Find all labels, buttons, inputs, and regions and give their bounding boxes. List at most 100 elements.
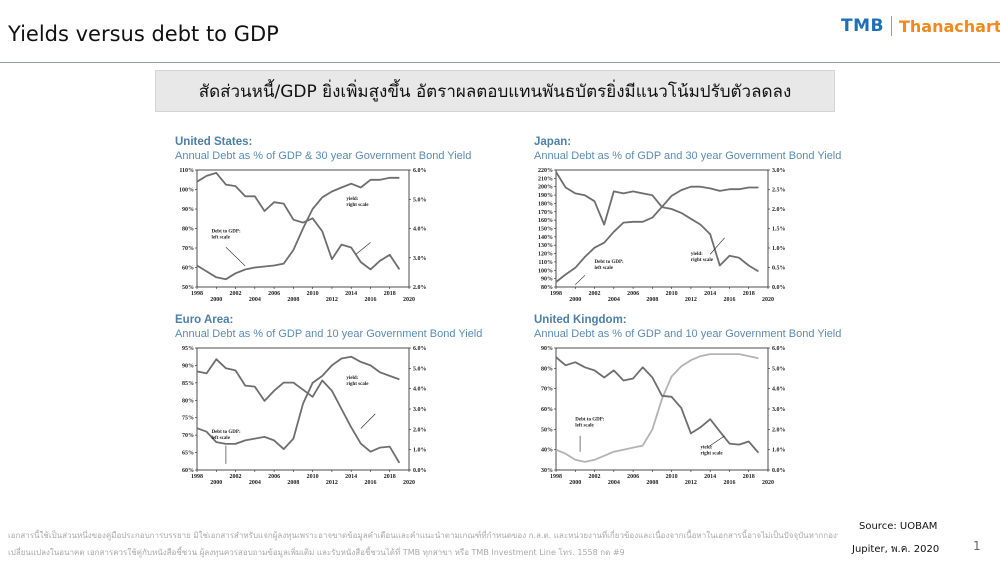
y-left-tick-label: 60% [182, 468, 194, 474]
x-tick-label: 2016 [723, 297, 735, 303]
annotation-label: left scale [211, 236, 230, 241]
x-tick-label: 2004 [249, 297, 261, 303]
chart-euro-area-svg: 1998 2000 2002 2004 2006 2008 2010 2012 2014 2016… [182, 346, 427, 486]
x-tick-label: 2018 [384, 291, 396, 297]
chart-uk-svg: 1998 2000 2002 2004 2006 2008 2010 2012 2014 2016… [541, 346, 786, 486]
chart-panel-euro-area: Euro Area: Annual Debt as % of GDP and 1… [175, 314, 485, 486]
annotation-label: left scale [575, 424, 594, 429]
y-right-tick-label: 2.5% [772, 188, 786, 194]
y-left-tick-label: 60% [541, 407, 553, 413]
y-right-tick-label: 3.0% [413, 256, 427, 262]
annotation-pointer [360, 413, 376, 429]
y-left-tick-label: 70% [182, 433, 194, 439]
annotation-pointer [355, 242, 371, 255]
y-right-tick-label: 0.5% [772, 266, 786, 272]
y-left-tick-label: 80% [541, 366, 553, 372]
chart-subtitle: Annual Debt as % of GDP and 30 year Gove… [534, 150, 842, 162]
x-tick-label: 2008 [646, 297, 658, 303]
logo-separator [890, 16, 892, 36]
x-tick-label: 2006 [268, 474, 280, 480]
chart-japan-svg: 1998 2000 2002 2004 2006 2008 2010 2012 2014 2016… [538, 168, 786, 303]
y-right-tick-label: 0.0% [772, 285, 786, 291]
y-left-tick-label: 90% [182, 363, 194, 369]
annotation-label: right scale [691, 258, 714, 263]
x-tick-label: 1998 [550, 474, 562, 480]
chart-subtitle: Annual Debt as % of GDP & 30 year Govern… [175, 150, 472, 162]
logo-tmb-text: TMB [841, 16, 884, 36]
x-tick-label: 2014 [345, 291, 357, 297]
y-left-tick-label: 110% [538, 260, 553, 266]
x-tick-label: 2004 [608, 480, 620, 486]
annotation-label: left scale [211, 436, 230, 441]
x-tick-label: 2020 [762, 480, 774, 486]
x-tick-label: 2002 [589, 291, 601, 297]
x-tick-label: 2014 [345, 474, 357, 480]
chart-panel-japan: Japan: Annual Debt as % of GDP and 30 ye… [534, 136, 844, 303]
x-tick-label: 2000 [210, 480, 222, 486]
y-left-tick-label: 95% [182, 346, 194, 352]
y-right-tick-label: 6.0% [772, 346, 786, 352]
chart-subtitle: Annual Debt as % of GDP and 10 year Gove… [534, 328, 842, 340]
headline-banner: สัดส่วนหนี้/GDP ยิ่งเพิ่มสูงขึ้น อัตราผล… [155, 70, 835, 112]
x-tick-label: 2020 [762, 297, 774, 303]
header-divider [0, 62, 1000, 63]
x-tick-label: 2010 [666, 291, 678, 297]
y-left-tick-label: 180% [538, 201, 553, 207]
y-left-tick-label: 100% [179, 188, 194, 194]
footer-note: Jupiter, พ.ค. 2020 [852, 544, 940, 555]
x-tick-label: 2012 [685, 297, 697, 303]
annotation-label: right scale [701, 452, 724, 457]
plot-frame [196, 347, 410, 471]
y-right-tick-label: 3.0% [772, 407, 786, 413]
x-tick-label: 2012 [326, 480, 338, 486]
logo-thanachart-text: Thanachart [898, 16, 1000, 36]
y-left-tick-label: 220% [538, 168, 553, 174]
y-right-tick-label: 2.0% [772, 207, 786, 213]
x-tick-label: 2010 [307, 291, 319, 297]
y-left-tick-label: 110% [179, 168, 194, 174]
annotation-label: right scale [346, 203, 369, 208]
chart-title: Euro Area: [175, 314, 234, 326]
bond-yield-line [196, 172, 401, 271]
annotation-pointer [575, 275, 586, 285]
y-left-tick-label: 30% [541, 468, 553, 474]
x-tick-label: 2016 [364, 297, 376, 303]
x-tick-label: 2002 [230, 474, 242, 480]
page-number: 1 [973, 539, 981, 553]
debt-to-gdp-line [555, 185, 759, 283]
annotation-label: yield: [346, 376, 358, 381]
y-right-tick-label: 3.0% [413, 407, 427, 413]
x-tick-label: 2000 [569, 297, 581, 303]
y-left-tick-label: 90% [541, 277, 553, 283]
chart-panel-uk: United Kingdom: Annual Debt as % of GDP … [534, 314, 844, 486]
y-left-tick-label: 50% [182, 285, 194, 291]
x-tick-label: 2004 [608, 297, 620, 303]
chart-title: Japan: [534, 136, 572, 148]
y-right-tick-label: 4.0% [413, 227, 427, 233]
y-left-tick-label: 40% [541, 448, 553, 454]
x-tick-label: 2008 [287, 480, 299, 486]
y-left-tick-label: 65% [182, 451, 194, 457]
x-tick-label: 2000 [569, 480, 581, 486]
chart-panel-us: United States: Annual Debt as % of GDP &… [175, 136, 471, 303]
x-tick-label: 2012 [326, 297, 338, 303]
x-tick-label: 2006 [268, 291, 280, 297]
y-left-tick-label: 60% [182, 266, 194, 272]
debt-to-gdp-line [196, 176, 400, 281]
y-left-tick-label: 70% [182, 246, 194, 252]
y-left-tick-label: 70% [541, 387, 553, 393]
y-left-tick-label: 190% [538, 193, 553, 199]
bond-yield-line [196, 358, 401, 464]
x-tick-label: 2002 [230, 291, 242, 297]
y-left-tick-label: 210% [538, 176, 553, 182]
y-right-tick-label: 5.0% [772, 366, 786, 372]
plot-frame [555, 169, 769, 288]
x-tick-label: 2018 [743, 291, 755, 297]
y-left-tick-label: 80% [182, 227, 194, 233]
y-left-tick-label: 80% [182, 398, 194, 404]
annotation-label: yield: [701, 446, 713, 451]
x-tick-label: 2006 [627, 474, 639, 480]
x-tick-label: 2012 [685, 480, 697, 486]
y-left-tick-label: 80% [541, 285, 553, 291]
chart-title: United States: [175, 136, 253, 148]
